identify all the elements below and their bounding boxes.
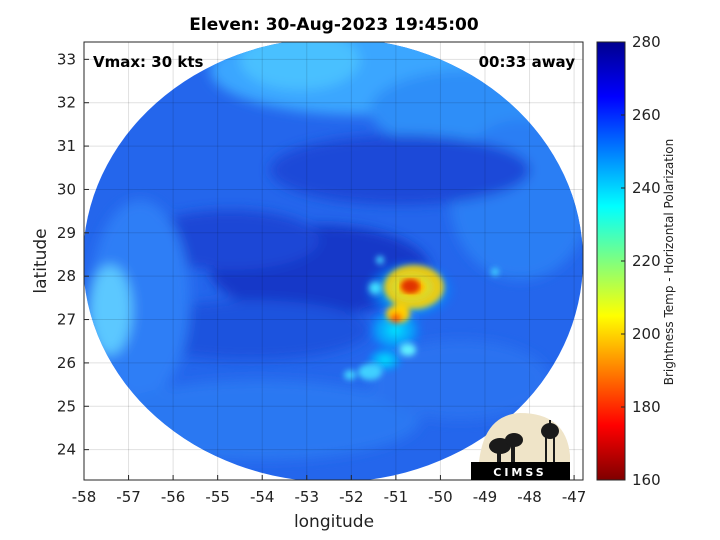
colorbar-ticks: 160 180 200 220 240 260 280 — [621, 33, 661, 489]
x-axis-label: longitude — [294, 512, 374, 532]
x-tick-label: -49 — [473, 488, 498, 506]
y-tick-label: 33 — [57, 50, 76, 68]
colorbar-tick-label: 260 — [632, 106, 661, 124]
x-tick-label: -51 — [384, 488, 409, 506]
y-tick-label: 28 — [57, 267, 76, 285]
x-tick-label: -55 — [205, 488, 230, 506]
colorbar-tick-label: 180 — [632, 398, 661, 416]
cimss-logo: CIMSS — [471, 413, 570, 480]
y-tick-label: 24 — [57, 441, 76, 459]
axes-frame — [83, 41, 584, 481]
colorbar-tick-label: 160 — [632, 471, 661, 489]
y-tick-label: 31 — [57, 137, 76, 155]
y-tick-label: 26 — [57, 354, 76, 372]
y-tick-label: 25 — [57, 397, 76, 415]
x-tick-label: -58 — [72, 488, 97, 506]
colorbar-label: Brightness Temp - Horizontal Polarizatio… — [662, 139, 676, 386]
y-tick-label: 30 — [57, 180, 76, 198]
colorbar — [596, 41, 626, 481]
water-tower-icon — [541, 420, 559, 462]
x-tick-label: -47 — [562, 488, 587, 506]
x-tick-label: -56 — [161, 488, 186, 506]
logo-text: CIMSS — [493, 466, 546, 479]
y-axis-ticks: 24 25 26 27 28 29 30 31 32 33 — [57, 50, 89, 459]
colorbar-tick-label: 200 — [632, 325, 661, 343]
x-tick-label: -53 — [295, 488, 320, 506]
time-away-label: 00:33 away — [479, 53, 576, 71]
y-tick-label: 27 — [57, 311, 76, 329]
y-axis-label: latitude — [31, 228, 51, 293]
x-tick-label: -48 — [517, 488, 542, 506]
x-tick-label: -54 — [250, 488, 275, 506]
x-tick-label: -52 — [339, 488, 364, 506]
y-tick-label: 29 — [57, 224, 76, 242]
colorbar-tick-label: 280 — [632, 33, 661, 51]
colorbar-tick-label: 220 — [632, 252, 661, 270]
vmax-label: Vmax: 30 kts — [93, 53, 203, 71]
satellite-dish-icon — [489, 433, 523, 462]
chart-title: Eleven: 30-Aug-2023 19:45:00 — [189, 15, 479, 35]
brightness-temperature-swath — [84, 42, 583, 480]
x-tick-label: -57 — [116, 488, 141, 506]
y-tick-label: 32 — [57, 94, 76, 112]
x-tick-label: -50 — [428, 488, 453, 506]
x-axis-ticks: -58 -57 -56 -55 -54 -53 -52 -51 -50 -49 -48 -47 — [72, 475, 587, 506]
colorbar-tick-label: 240 — [632, 179, 661, 197]
